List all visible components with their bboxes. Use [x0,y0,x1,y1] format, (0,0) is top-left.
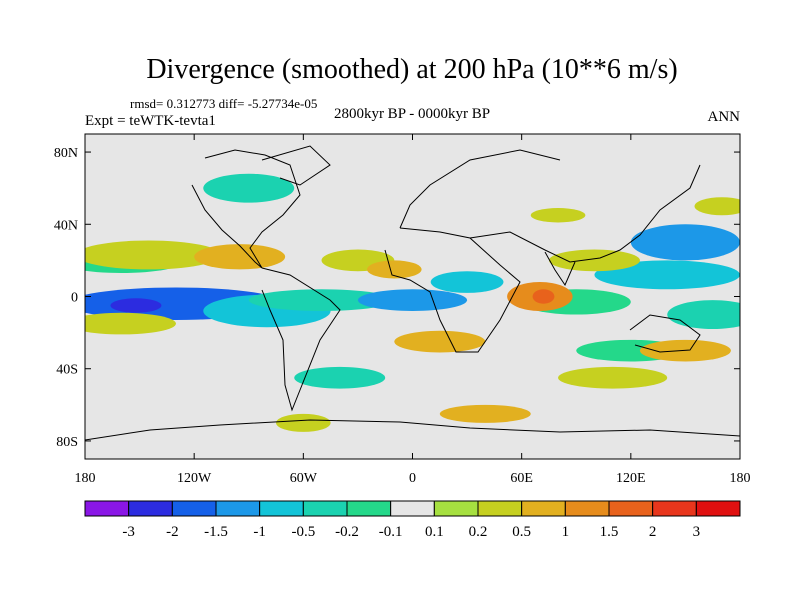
map-plot-area: 180 120W 60W 0 60E 120E 180 80N 40N 0 40S 80S [54,133,751,486]
contour-region-23 [548,249,640,272]
colorbar-label: 2 [649,524,657,540]
contour-region-28 [439,404,531,423]
contour-region-22 [532,289,555,304]
coastline-greenland [261,145,331,186]
coastline-antarctica [85,419,740,441]
period-text: 2800kyr BP - 0000kyr BP [334,106,490,122]
colorbar-swatch [477,500,523,517]
contour-region-2 [110,298,162,313]
contour-region-27 [276,413,331,432]
contour-region-9 [630,224,740,261]
colorbar-label: -1 [253,524,266,540]
colorbar: -3 -2 -1.5 -1 -0.5 -0.2 -0.1 0.1 0.2 0.5 1 1.5 2 3 [84,500,741,540]
contour-region-13 [294,366,386,389]
colorbar-swatch [346,500,392,517]
contour-region-17 [194,244,286,270]
contour-region-26 [530,208,586,223]
colorbar-label: -0.2 [335,524,359,540]
experiment-text: Expt = teWTK-tevta1 [85,113,216,129]
y-tick-label: 0 [71,291,78,306]
contour-region-12 [203,173,295,203]
colorbar-label: -2 [166,524,179,540]
colorbar-label: 1.5 [600,524,619,540]
coastline-layer [85,145,740,441]
y-tick-label: 40N [54,218,78,233]
coastline-australia [629,314,701,353]
colorbar-swatch [390,500,435,517]
season-text: ANN [708,109,741,125]
colorbar-label: -3 [122,524,135,540]
colorbar-label: 3 [693,524,701,540]
contour-region-20 [394,330,486,353]
colorbar-label: 1 [562,524,570,540]
colorbar-swatch [215,500,261,517]
chart-title: Divergence (smoothed) at 200 hPa (10**6 … [146,54,677,85]
contour-region-25 [558,366,668,389]
y-tick-label: 80S [56,435,78,450]
contour-region-29 [694,197,740,216]
x-tick-label: 120W [177,471,212,486]
colorbar-swatch [608,500,654,517]
contour-region-8 [594,260,740,290]
colorbar-label: -0.1 [379,524,403,540]
colorbar-swatch [521,500,566,517]
contour-region-16 [85,240,222,270]
y-tick-label: 40S [56,363,78,378]
colorbar-label: -0.5 [291,524,315,540]
colorbar-label: 0.5 [512,524,531,540]
x-tick-label: 180 [730,471,751,486]
x-tick-label: 180 [75,471,96,486]
axis-ticks: 180 120W 60W 0 60E 120E 180 80N 40N 0 40S 80S [54,134,751,486]
x-tick-label: 60E [510,471,533,486]
contour-fill-layer [85,173,740,432]
colorbar-swatch [433,500,479,517]
colorbar-swatch [302,500,348,517]
colorbar-swatch [695,500,741,517]
contour-region-4 [248,289,395,311]
colorbar-swatch [128,500,173,517]
contour-region-15 [85,312,176,335]
colorbar-swatch [84,500,130,517]
colorbar-label: 0.1 [425,524,444,540]
colorbar-swatch [652,500,697,517]
contour-region-5 [357,289,468,311]
stats-text: rmsd= 0.312773 diff= -5.27734e-05 [130,96,317,111]
colorbar-swatch [171,500,217,517]
colorbar-label: -1.5 [204,524,228,540]
coastline-south-america [261,267,341,412]
colorbar-swatch [564,500,610,517]
contour-region-19 [367,260,422,279]
x-tick-label: 0 [409,471,416,486]
x-tick-label: 60W [290,471,318,486]
coastline-asia [469,164,701,263]
coastline-india [544,251,576,287]
colorbar-swatch [259,500,304,517]
y-tick-label: 80N [54,146,78,161]
contour-region-6 [430,271,504,293]
x-tick-label: 120E [616,471,646,486]
contour-region-10 [667,300,740,329]
coastline-europe [399,149,561,229]
coastline-north-america [191,149,301,269]
colorbar-label: 0.2 [469,524,488,540]
